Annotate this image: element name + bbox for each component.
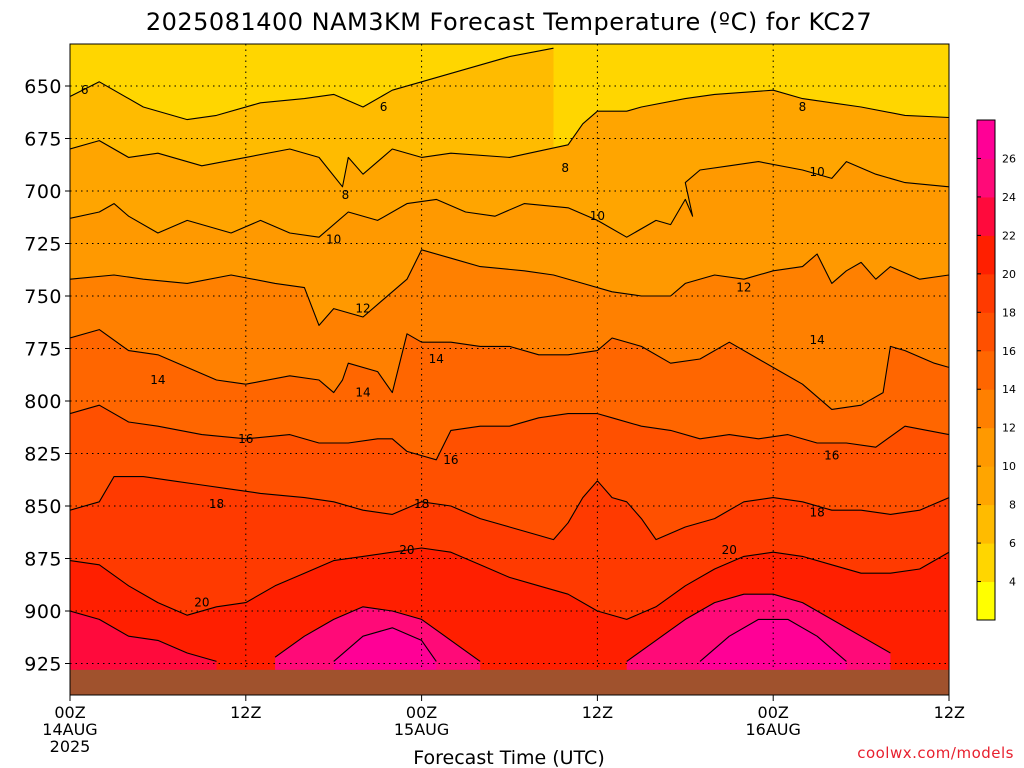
isotherm-24c — [274, 606, 481, 662]
colorbar-tick-label: 12 — [1002, 422, 1016, 435]
contour-label: 10 — [326, 232, 341, 246]
contour-label: 12 — [355, 302, 370, 316]
colorbar-swatch — [977, 581, 995, 621]
isotherm-26c — [333, 627, 437, 662]
contour-label: 20 — [194, 596, 209, 610]
colorbar-swatch — [977, 350, 995, 390]
contour-label: 12 — [736, 281, 751, 295]
colorbar-swatch — [977, 120, 995, 159]
colorbar-swatch — [977, 196, 995, 236]
contour-labels: 6 6 8 8 8 10 10 10 12 12 14 14 14 14 16 16 16 18 18 18 20 20 2… — [81, 83, 840, 609]
isotherm-14c — [70, 329, 949, 410]
y-tick-label: 900 — [24, 601, 62, 623]
contour-label: 8 — [342, 188, 350, 202]
x-tick-label: 00Z — [54, 703, 85, 722]
colorbar-swatch — [977, 312, 995, 352]
x-tick-label: 14AUG — [42, 720, 97, 739]
y-tick-label: 825 — [24, 444, 62, 466]
contour-label: 14 — [355, 386, 370, 400]
y-tick-label: 750 — [24, 286, 62, 308]
contour-label: 8 — [561, 161, 569, 175]
x-tick-label: 16AUG — [745, 720, 800, 739]
colorbar-tick-label: 22 — [1002, 229, 1016, 242]
colorbar-tick-label: 14 — [1002, 383, 1016, 396]
y-tick-label: 925 — [24, 654, 62, 676]
colorbar-swatch — [977, 504, 995, 544]
isotherm-22c — [70, 610, 217, 662]
isotherm-18c — [70, 476, 949, 541]
isotherm-8c — [70, 89, 949, 188]
plot-area: 6 6 8 8 8 10 10 10 12 12 14 14 14 14 16 16 16 18 18 18 20 20 2… — [70, 44, 949, 695]
y-tick-label: 700 — [24, 181, 62, 203]
contour-label: 14 — [429, 352, 444, 366]
contour-label: 14 — [810, 333, 825, 347]
isotherm-26c — [699, 618, 847, 662]
contour-label: 8 — [799, 100, 807, 114]
y-tick-label: 725 — [24, 234, 62, 256]
contour-label: 18 — [810, 505, 825, 519]
contour-label: 10 — [810, 165, 825, 179]
colorbar-tick-label: 16 — [1002, 345, 1016, 358]
x-axis-label: Forecast Time (UTC) — [413, 747, 604, 768]
colorbar-swatch — [977, 389, 995, 429]
isotherm-6c — [70, 47, 554, 121]
contour-label: 20 — [399, 543, 414, 557]
colorbar-tick-label: 6 — [1009, 537, 1016, 550]
y-tick-label: 850 — [24, 496, 62, 518]
colorbar-swatch — [977, 158, 995, 198]
contour-label: 18 — [414, 497, 429, 511]
isotherm-contours — [70, 47, 949, 662]
isotherm-16c — [70, 404, 949, 461]
colorbar-tick-label: 18 — [1002, 306, 1016, 319]
x-tick-label: 00Z — [758, 703, 789, 722]
contour-label: 18 — [209, 497, 224, 511]
x-tick-label: 12Z — [582, 703, 613, 722]
contour-label: 20 — [722, 543, 737, 557]
isotherm-24c — [626, 593, 891, 662]
colorbar-swatch — [977, 235, 995, 275]
x-tick-label: 2025 — [50, 737, 91, 756]
contour-label: 6 — [380, 100, 388, 114]
contour-label: 16 — [824, 449, 839, 463]
contour-label: 10 — [590, 209, 605, 223]
colorbar-tick-label: 26 — [1002, 152, 1016, 165]
isotherm-12c — [70, 249, 949, 326]
x-tick-label: 12Z — [934, 703, 965, 722]
colorbar-tick-label: 4 — [1009, 576, 1016, 589]
x-tick-label: 15AUG — [394, 720, 449, 739]
colorbar-frame — [976, 119, 996, 621]
colorbar: 4 6 8 10 12 14 16 18 20 22 24 26 — [976, 119, 1016, 621]
grid-lines — [70, 44, 949, 695]
y-tick-label: 800 — [24, 391, 62, 413]
colorbar-tick-label: 20 — [1002, 268, 1016, 281]
contour-label: 16 — [238, 432, 253, 446]
contour-label: 14 — [150, 373, 165, 387]
ground-terrain — [70, 669, 949, 695]
colorbar-swatch — [977, 273, 995, 313]
y-tick-label: 875 — [24, 549, 62, 571]
isotherm-10c — [70, 161, 949, 238]
credit-link[interactable]: coolwx.com/models — [857, 744, 1014, 762]
y-axis: 650 675 700 725 750 775 800 825 850 875 900 925 — [24, 76, 70, 676]
contour-label: 16 — [443, 453, 458, 467]
y-tick-label: 650 — [24, 76, 62, 98]
x-tick-label: 12Z — [230, 703, 261, 722]
colorbar-tick-label: 10 — [1002, 460, 1016, 473]
colorbar-tick-label: 8 — [1009, 499, 1016, 512]
colorbar-swatch — [977, 427, 995, 467]
colorbar-swatch — [977, 466, 995, 506]
y-tick-label: 775 — [24, 339, 62, 361]
x-tick-label: 00Z — [406, 703, 437, 722]
contour-label: 6 — [81, 83, 89, 97]
colorbar-swatch — [977, 543, 995, 583]
isotherm-20c — [70, 547, 949, 620]
temperature-bands — [70, 44, 949, 695]
chart-title: 2025081400 NAM3KM Forecast Temperature (… — [146, 8, 872, 36]
y-tick-label: 675 — [24, 129, 62, 151]
colorbar-tick-label: 24 — [1002, 191, 1016, 204]
plot-frame — [69, 43, 950, 696]
